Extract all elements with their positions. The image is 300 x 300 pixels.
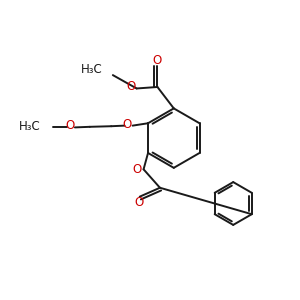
Text: H₃C: H₃C xyxy=(81,63,102,76)
Text: O: O xyxy=(127,80,136,94)
Text: O: O xyxy=(123,118,132,131)
Text: O: O xyxy=(153,54,162,67)
Text: O: O xyxy=(65,119,74,132)
Text: O: O xyxy=(134,196,144,208)
Text: O: O xyxy=(132,163,142,176)
Text: H₃C: H₃C xyxy=(18,120,40,133)
